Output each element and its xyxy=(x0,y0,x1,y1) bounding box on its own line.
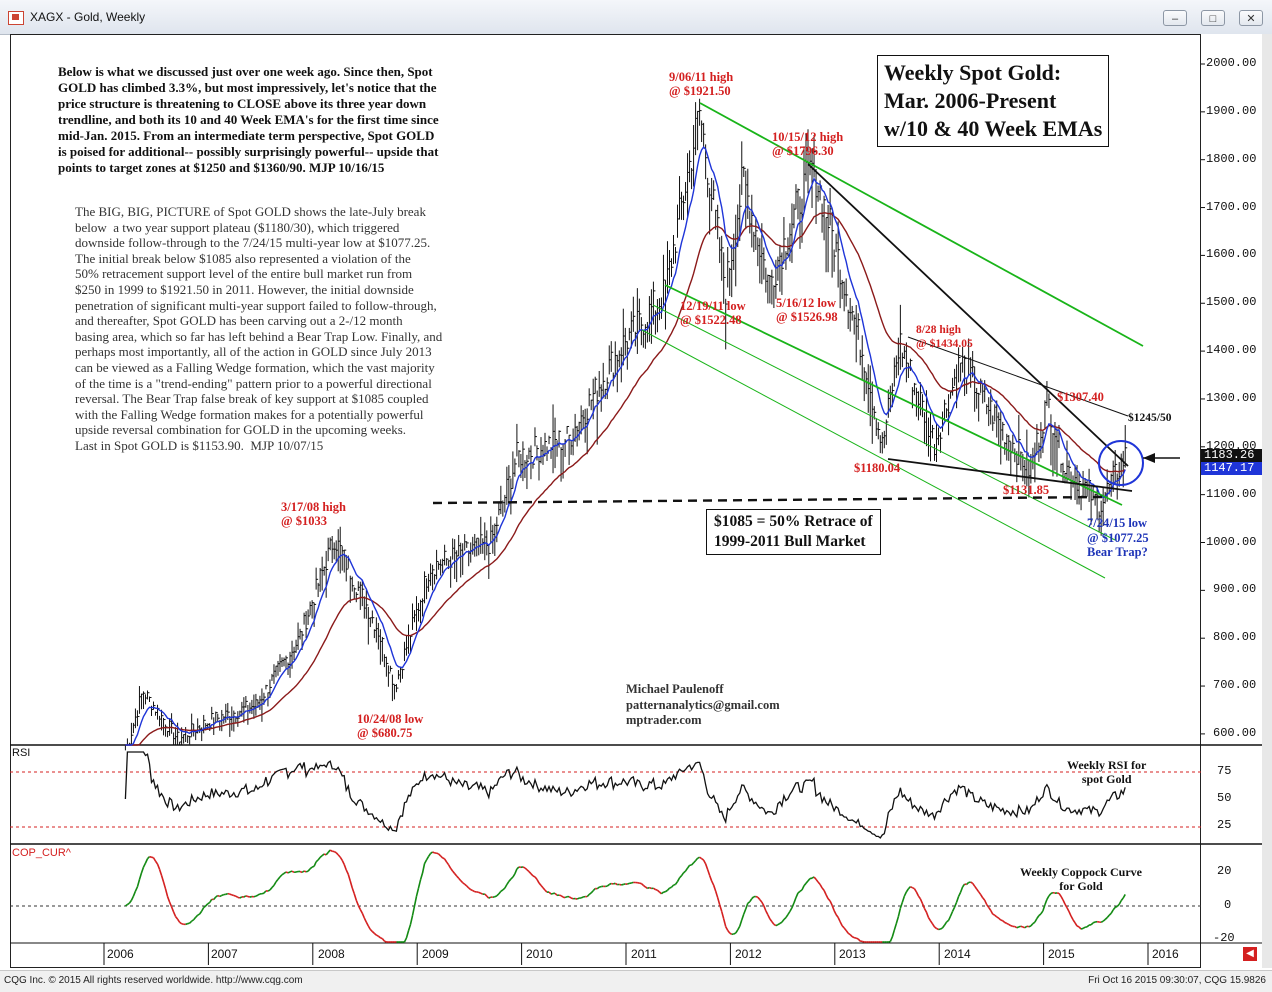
year-label-2006: 2006 xyxy=(107,947,134,961)
cop-tick-20: 20 xyxy=(1217,864,1231,878)
vertical-scrollbar[interactable] xyxy=(1262,34,1272,968)
price-tick-label: 1300.00 xyxy=(1206,391,1256,405)
scroll-left-arrow[interactable]: ◀ xyxy=(1243,947,1257,961)
chart-title-box: Weekly Spot Gold: Mar. 2006-Present w/10… xyxy=(877,55,1109,147)
price-tick-label: 700.00 xyxy=(1213,678,1256,692)
price-tick-label: 800.00 xyxy=(1213,630,1256,644)
cop-tick-0: 0 xyxy=(1224,898,1231,912)
year-label-2010: 2010 xyxy=(526,947,553,961)
annotation-target-1245: $1245/50 xyxy=(1128,411,1171,425)
price-tick-label: 1500.00 xyxy=(1206,295,1256,309)
price-tick-label: 1400.00 xyxy=(1206,343,1256,357)
annotation-low-2011: 12/19/11 low @ $1522.48 xyxy=(680,299,746,327)
price-tick-label: 1800.00 xyxy=(1206,152,1256,166)
price-tick-label: 600.00 xyxy=(1213,726,1256,740)
coppock-note: Weekly Coppock Curve for Gold xyxy=(1020,865,1142,893)
cqg-app-icon xyxy=(8,11,24,25)
annotation-high-2013: 8/28 high @ $1434.05 xyxy=(916,323,973,351)
price-tick-label: 900.00 xyxy=(1213,582,1256,596)
retrace-box: $1085 = 50% Retrace of 1999-2011 Bull Ma… xyxy=(706,509,881,555)
author-credit: Michael Paulenoff patternanalytics@gmail… xyxy=(626,682,780,729)
rsi-tick-25: 25 xyxy=(1217,818,1231,832)
year-label-2012: 2012 xyxy=(735,947,762,961)
annotation-high-2012: 10/15/12 high @ $1796.30 xyxy=(772,130,843,158)
maximize-button[interactable]: □ xyxy=(1201,10,1225,26)
annotation-low-1180: $1180.04 xyxy=(854,461,900,475)
rsi-tick-50: 50 xyxy=(1217,791,1231,805)
window-title: XAGX - Gold, Weekly xyxy=(30,10,145,24)
year-label-2016: 2016 xyxy=(1152,947,1179,961)
annotation-low-2008: 10/24/08 low @ $680.75 xyxy=(357,712,423,740)
status-copyright: CQG Inc. © 2015 All rights reserved worl… xyxy=(4,975,303,986)
price-tick-label: 2000.00 xyxy=(1206,56,1256,70)
window-titlebar: XAGX - Gold, Weekly – □ ✕ xyxy=(0,0,1272,35)
status-bar: CQG Inc. © 2015 All rights reserved worl… xyxy=(0,970,1272,992)
year-label-2013: 2013 xyxy=(839,947,866,961)
annotation-high-2011: 9/06/11 high @ $1921.50 xyxy=(669,70,733,98)
price-tick-label: 1100.00 xyxy=(1206,487,1256,501)
cop-tick-minus20: -20 xyxy=(1213,931,1235,945)
ema-price-tag: 1147.17 xyxy=(1201,462,1262,475)
price-tick-label: 1600.00 xyxy=(1206,247,1256,261)
coppock-panel-label: COP_CUR^ xyxy=(12,847,71,859)
year-label-2011: 2011 xyxy=(631,947,657,961)
commentary-big-picture: The BIG, BIG, PICTURE of Spot GOLD shows… xyxy=(75,204,442,454)
annotation-low-2012: 5/16/12 low @ $1526.98 xyxy=(776,296,838,324)
annotation-low-1131: $1131.85 xyxy=(1003,483,1049,497)
annotation-low-2015-bear-trap: 7/24/15 low @ $1077.25 Bear Trap? xyxy=(1087,516,1149,560)
minimize-button[interactable]: – xyxy=(1163,10,1187,26)
rsi-tick-75: 75 xyxy=(1217,764,1231,778)
year-label-2007: 2007 xyxy=(211,947,238,961)
price-tick-label: 1700.00 xyxy=(1206,200,1256,214)
year-label-2008: 2008 xyxy=(318,947,345,961)
commentary-top: Below is what we discussed just over one… xyxy=(58,64,439,176)
close-button[interactable]: ✕ xyxy=(1239,10,1263,26)
price-axis xyxy=(1201,34,1262,968)
annotation-high-1307: $1307.40 xyxy=(1057,390,1104,404)
year-label-2015: 2015 xyxy=(1048,947,1075,961)
year-label-2014: 2014 xyxy=(944,947,971,961)
year-label-2009: 2009 xyxy=(422,947,449,961)
status-timestamp: Fri Oct 16 2015 09:30:07, CQG 15.9826 xyxy=(1088,975,1266,986)
rsi-panel-label: RSI xyxy=(12,747,30,759)
annotation-high-2008: 3/17/08 high @ $1033 xyxy=(281,500,346,528)
price-tick-label: 1000.00 xyxy=(1206,535,1256,549)
price-tick-label: 1900.00 xyxy=(1206,104,1256,118)
rsi-note: Weekly RSI for spot Gold xyxy=(1067,758,1146,786)
